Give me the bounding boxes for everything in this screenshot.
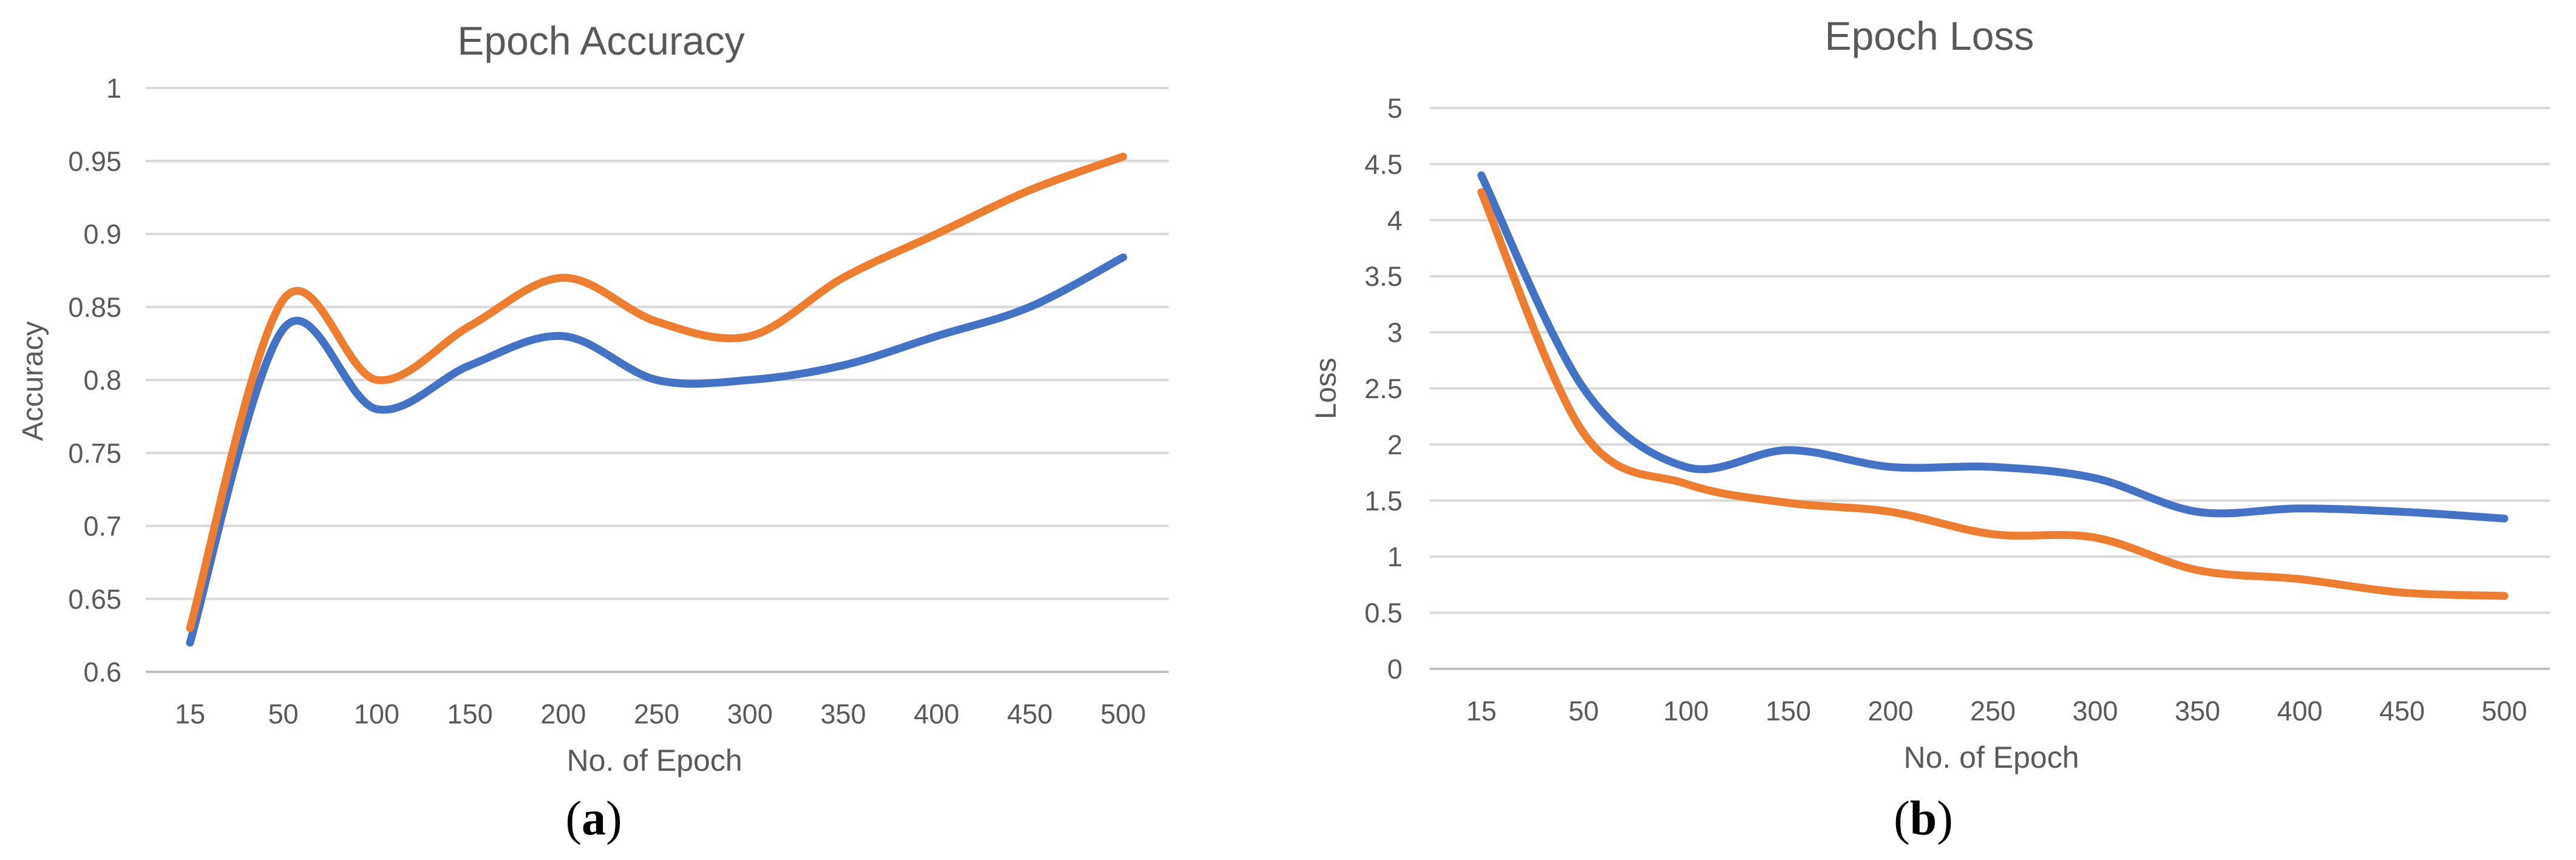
x-tick-label: 400	[914, 699, 959, 730]
gridlines	[1430, 107, 2550, 670]
x-tick-label: 350	[2175, 696, 2220, 726]
x-tick-label: 500	[2481, 696, 2527, 726]
y-tick-label: 0	[1387, 654, 1402, 685]
y-tick-label: 0.75	[68, 438, 121, 469]
x-tick-label: 150	[447, 699, 493, 730]
x-tick-label: 15	[175, 699, 205, 730]
y-tick-label: 3.5	[1364, 261, 1402, 292]
x-tick-label: 200	[540, 699, 586, 730]
x-tick-label: 350	[820, 699, 866, 730]
y-tick-label: 1	[1387, 541, 1402, 572]
x-tick-label: 50	[1568, 696, 1599, 726]
y-tick-labels: 0.6 0.65 0.7 0.75 0.8 0.85 0.9 0.95 1	[68, 73, 121, 688]
chart-loss: Epoch Loss 0 0.5 1 1.5 2 2.5 3 3.5 4 4.5 5 15 50 100…	[1310, 13, 2550, 845]
x-tick-label: 100	[354, 699, 399, 730]
y-axis-label: Loss	[1310, 357, 1342, 419]
y-tick-label: 0.65	[68, 584, 121, 615]
x-tick-label: 150	[1765, 696, 1811, 726]
y-axis-label: Accuracy	[17, 321, 49, 441]
series-line-1	[1477, 171, 2509, 523]
x-tick-label: 300	[2072, 696, 2118, 726]
panel-caption: (a)	[565, 792, 622, 845]
x-tick-label: 250	[634, 699, 679, 730]
x-tick-label: 15	[1466, 696, 1497, 726]
series-line-2	[1477, 188, 2509, 600]
y-tick-label: 0.7	[83, 511, 121, 542]
x-tick-label: 450	[1007, 699, 1053, 730]
y-tick-label: 0.6	[83, 657, 121, 688]
y-tick-label: 5	[1387, 93, 1402, 124]
y-tick-label: 0.9	[83, 219, 121, 250]
series-line-2	[186, 152, 1127, 632]
y-tick-label: 0.85	[68, 292, 121, 323]
chart-accuracy: Epoch Accuracy 0.60.650.70.750.80.850.90…	[17, 18, 1169, 845]
chart-title: Epoch Accuracy	[457, 18, 744, 63]
x-tick-label: 100	[1663, 696, 1708, 726]
x-tick-labels: 15 50 100 150 200 250 300 350 400 450 500	[175, 699, 1146, 730]
y-tick-label: 3	[1387, 317, 1402, 348]
x-tick-label: 200	[1867, 696, 1913, 726]
y-tick-label: 0.95	[68, 146, 121, 177]
y-tick-label: 4.5	[1364, 149, 1402, 180]
y-tick-label: 0.8	[83, 365, 121, 396]
y-tick-label: 1	[106, 73, 121, 104]
caption-letter: b	[1910, 792, 1937, 845]
x-tick-label: 50	[268, 699, 299, 730]
series-lines	[1477, 171, 2509, 600]
chart-title: Epoch Loss	[1825, 13, 2034, 58]
y-tick-label: 2	[1387, 429, 1402, 460]
x-tick-label: 400	[2277, 696, 2322, 726]
y-tick-label: 4	[1387, 205, 1402, 236]
y-tick-labels: 0 0.5 1 1.5 2 2.5 3 3.5 4 4.5 5	[1364, 93, 1402, 685]
caption-letter: a	[582, 792, 606, 845]
x-tick-label: 300	[727, 699, 773, 730]
y-tick-label: 2.5	[1364, 373, 1402, 404]
x-tick-labels: 15 50 100 150 200 250 300 350 400 450 500	[1466, 696, 2527, 726]
x-axis-label: No. of Epoch	[566, 743, 742, 777]
series-line-1	[186, 253, 1127, 647]
x-tick-label: 450	[2379, 696, 2425, 726]
y-tick-label: 0.5	[1364, 598, 1402, 629]
x-tick-label: 250	[1970, 696, 2016, 726]
x-axis-label: No. of Epoch	[1903, 740, 2079, 774]
panel-caption: (b)	[1894, 792, 1953, 845]
series-lines	[186, 152, 1127, 647]
y-tick-label: 1.5	[1364, 486, 1402, 516]
x-tick-label: 500	[1100, 699, 1146, 730]
